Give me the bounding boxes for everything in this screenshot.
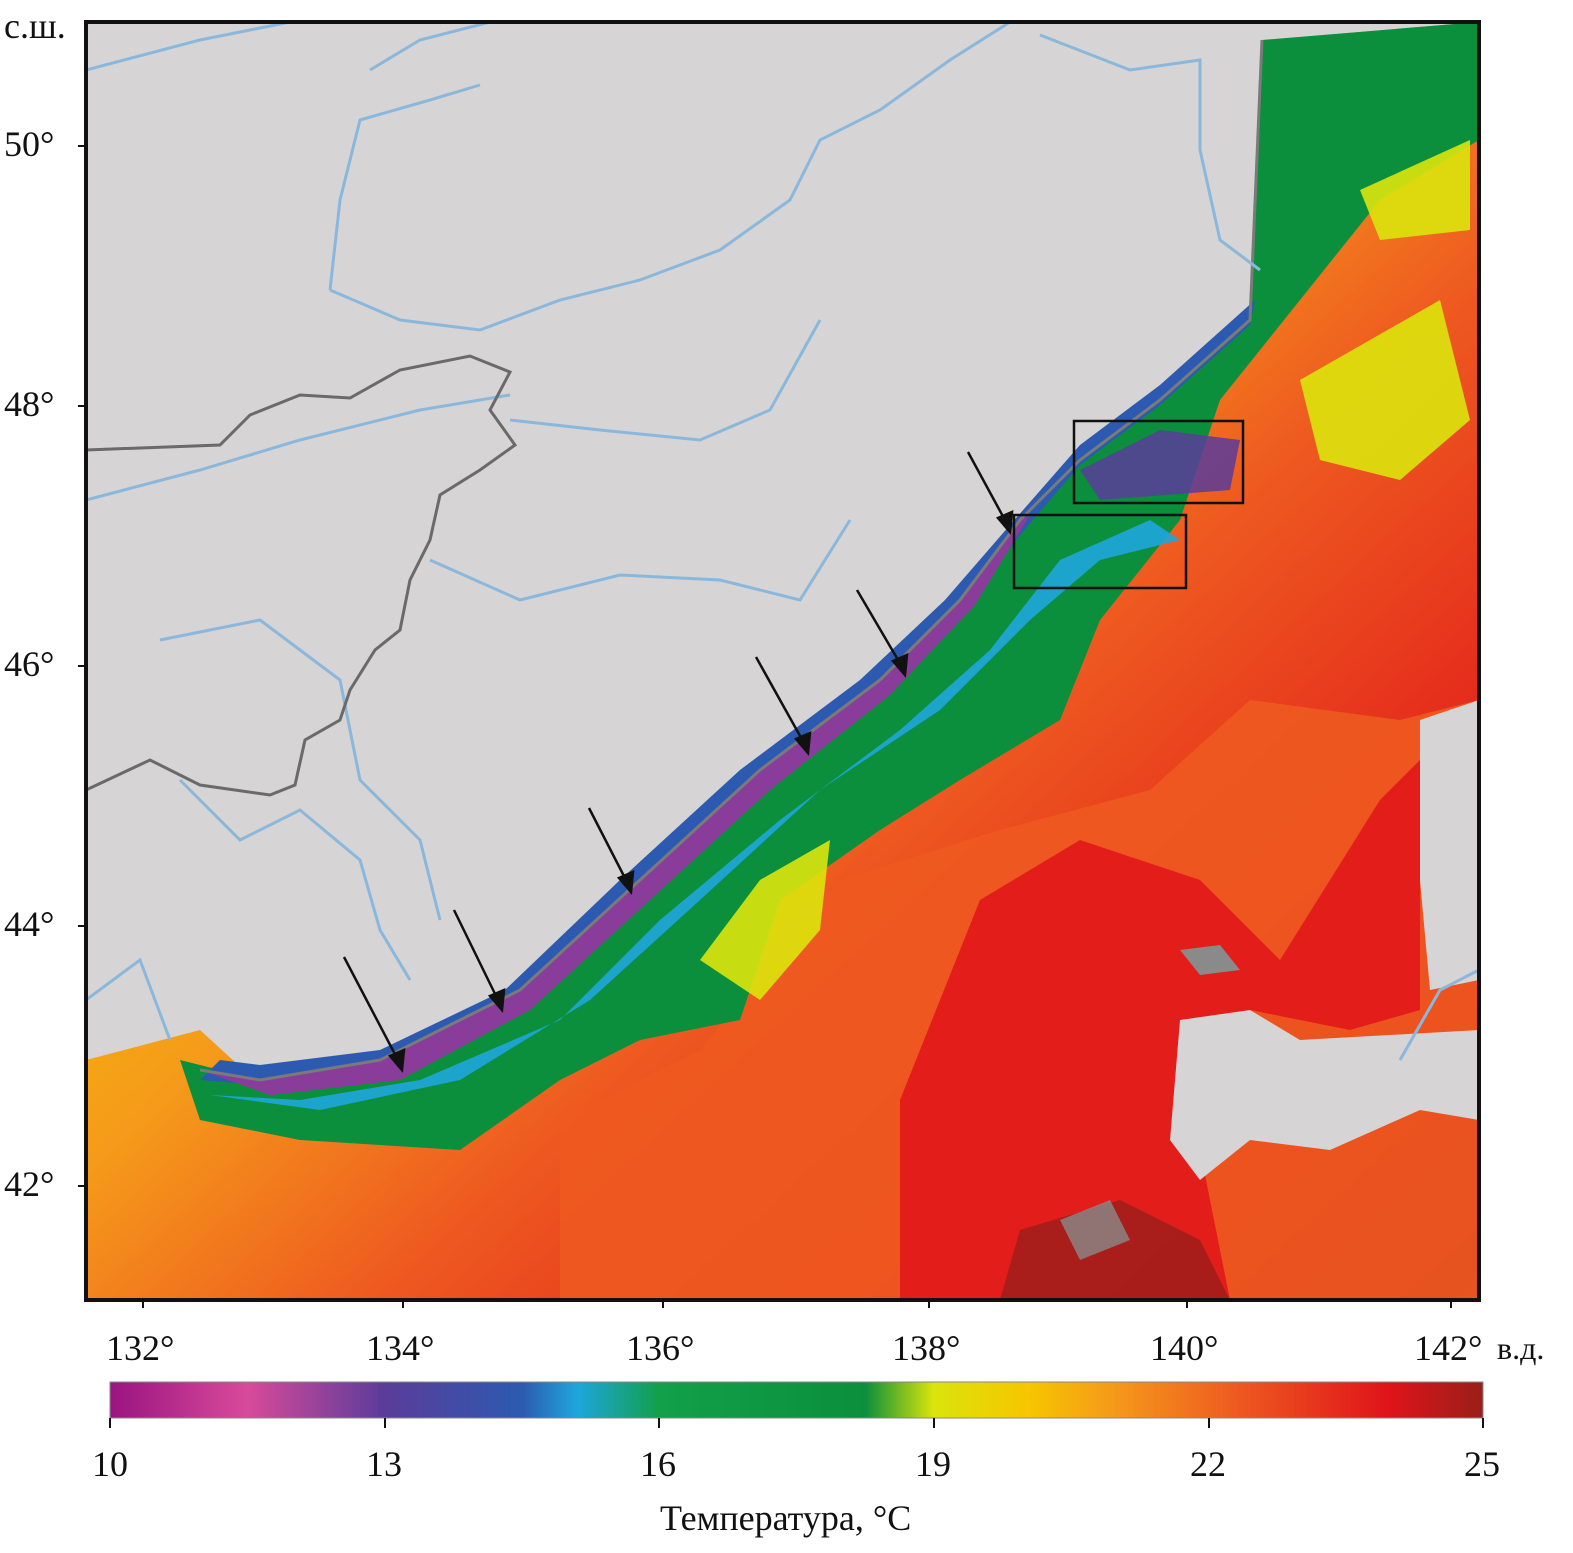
box-south bbox=[1012, 513, 1188, 590]
box-region-purple bbox=[1080, 430, 1240, 500]
state-border bbox=[86, 354, 518, 797]
lat-label-42: 42° bbox=[4, 1164, 55, 1204]
lon-label-142: 142° bbox=[1414, 1328, 1483, 1368]
sakhalin-hokkaido-land bbox=[1170, 1010, 1479, 1180]
yellow-swirl-2 bbox=[1300, 300, 1470, 480]
hot-core bbox=[900, 760, 1420, 1300]
no-data-patch-2 bbox=[1060, 1200, 1130, 1260]
arrow-2 bbox=[452, 909, 506, 1014]
colorbar-tick-25: 25 bbox=[1464, 1444, 1500, 1484]
map-content bbox=[86, 22, 1479, 1300]
colorbar-tick-22: 22 bbox=[1190, 1444, 1226, 1484]
lat-label-46: 46° bbox=[4, 644, 55, 684]
lat-unit-label: с.ш. bbox=[4, 6, 66, 46]
colorbar-tick-16: 16 bbox=[640, 1444, 676, 1484]
lat-label-50: 50° bbox=[4, 124, 55, 164]
arrow-5 bbox=[855, 589, 909, 679]
box-north bbox=[1072, 419, 1245, 505]
green-band bbox=[180, 22, 1479, 1150]
darkest-core bbox=[1000, 1200, 1230, 1300]
colorbar-ticks bbox=[109, 1418, 1484, 1428]
no-data-patch bbox=[1180, 945, 1240, 975]
lat-label-48: 48° bbox=[4, 384, 55, 424]
lat-label-44: 44° bbox=[4, 904, 55, 944]
arrow-6 bbox=[966, 451, 1014, 536]
lon-label-136: 136° bbox=[626, 1328, 695, 1368]
arrow-3 bbox=[587, 807, 635, 896]
arrow-1 bbox=[342, 956, 406, 1074]
upwelling-arrows bbox=[342, 451, 1014, 1074]
colorbar-title: Температура, °С bbox=[660, 1498, 912, 1538]
map-frame bbox=[84, 20, 1481, 1302]
coastline bbox=[199, 39, 1264, 1082]
colorbar-tick-19: 19 bbox=[915, 1444, 951, 1484]
colorbar-tick-10: 10 bbox=[92, 1444, 128, 1484]
lon-unit-label: в.д. bbox=[1497, 1330, 1545, 1366]
arrow-4 bbox=[754, 656, 812, 757]
yellow-swirl-1 bbox=[700, 840, 830, 1000]
colorbar bbox=[109, 1381, 1484, 1419]
rivers bbox=[86, 22, 1479, 1061]
land-east bbox=[1420, 700, 1479, 990]
lon-label-134: 134° bbox=[366, 1328, 435, 1368]
axis-ticks bbox=[78, 145, 1452, 1308]
yellow-swirl-3 bbox=[1360, 140, 1470, 240]
lon-label-132: 132° bbox=[106, 1328, 175, 1368]
lon-label-140: 140° bbox=[1150, 1328, 1219, 1368]
colorbar-tick-13: 13 bbox=[366, 1444, 402, 1484]
lon-label-138: 138° bbox=[892, 1328, 961, 1368]
